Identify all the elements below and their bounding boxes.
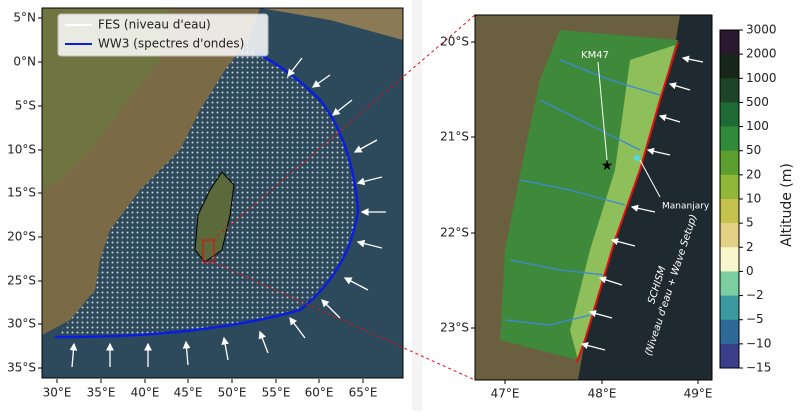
colorbar-segment (720, 295, 739, 321)
wave-arrows (580, 55, 704, 351)
tick-label: 50°E (218, 386, 247, 400)
tick-label: 45°E (174, 386, 203, 400)
annotation: KM47 (581, 50, 609, 61)
colorbar-label: −15 (746, 361, 771, 375)
tick-label: 65°E (349, 386, 378, 400)
tick-label: 30°S (7, 317, 36, 331)
tick-label: 23°S (440, 321, 469, 335)
colorbar-label: 20 (746, 167, 761, 181)
tick-label: 10°S (7, 143, 36, 157)
lowland (570, 45, 675, 360)
arabia (260, 8, 403, 40)
colorbar-segment (720, 271, 739, 296)
tick-label: 0°N (13, 55, 36, 69)
zoom-box (202, 239, 215, 263)
tick-label: 5°S (15, 99, 36, 113)
legend-label: WW3 (spectres d'ondes) (98, 37, 244, 51)
colorbar-label: 5 (746, 216, 754, 230)
colorbar-title: Altitude (m) (779, 163, 795, 247)
tick-label: 48°E (588, 387, 617, 401)
left-map: FES (niveau d'eau) WW3 (spectres d'ondes… (41, 7, 404, 379)
separator (412, 0, 422, 411)
colorbar-label: −2 (746, 288, 764, 302)
mesh (55, 40, 358, 338)
colorbar-segment (720, 343, 739, 369)
frame (474, 14, 713, 381)
tick-label: 20°S (440, 35, 469, 49)
colorbar-label: 100 (746, 119, 769, 133)
km47-star: ★ (601, 158, 614, 174)
colorbar-segment (720, 102, 739, 127)
colorbar-label: 2000 (746, 47, 777, 61)
colorbar-label: 10 (746, 192, 761, 206)
tick-label: 15°S (7, 186, 36, 200)
colorbar-segment (720, 126, 739, 152)
tick-label: 35°E (87, 386, 116, 400)
colorbar-label: −10 (746, 336, 771, 350)
colorbar-label: 50 (746, 143, 761, 157)
legend-label: FES (niveau d'eau) (98, 18, 211, 32)
annotation: Mananjary (662, 202, 710, 212)
ww3-boundary (54, 50, 360, 339)
colorbar-label: 2 (746, 240, 754, 254)
colorbar-segment (720, 199, 739, 224)
colorbar-segment (720, 223, 739, 248)
tick-label: 22°S (440, 226, 469, 240)
colorbar-label: −5 (746, 312, 764, 326)
pointer (597, 61, 608, 161)
colorbar-label: 500 (746, 95, 769, 109)
colorbar-segment (720, 54, 739, 79)
colorbar-label: 3000 (746, 23, 777, 37)
colorbar-label: 1000 (746, 71, 777, 85)
tick-label: 21°S (440, 130, 469, 144)
colorbar-segment (720, 174, 739, 200)
colorbar-segment (720, 247, 739, 272)
pointer (639, 159, 661, 198)
colorbar-segment (720, 150, 739, 176)
tick-label: 20°S (7, 230, 36, 244)
tick-label: 55°E (262, 386, 291, 400)
rivers (504, 59, 661, 326)
tick-label: 47°E (491, 387, 520, 401)
tick-label: 60°E (305, 386, 334, 400)
tick-label: 25°S (7, 274, 36, 288)
colorbar-label: 0 (746, 264, 754, 278)
tick-label: 35°S (7, 361, 36, 375)
colorbar-segment (720, 30, 739, 55)
right-map: ★ KM47 Mananjary SCHISM (Niveau d'eau + … (474, 14, 713, 381)
legend (57, 13, 269, 57)
tick-label: 49°E (684, 387, 713, 401)
colorbar-segment (720, 78, 739, 103)
tick-label: 40°E (131, 386, 160, 400)
tick-label: 5°N (13, 11, 36, 25)
tick-label: 30°E (43, 386, 72, 400)
colorbar-segment (720, 319, 739, 345)
mananjary-marker (634, 155, 640, 161)
wave-arrows (69, 57, 386, 368)
